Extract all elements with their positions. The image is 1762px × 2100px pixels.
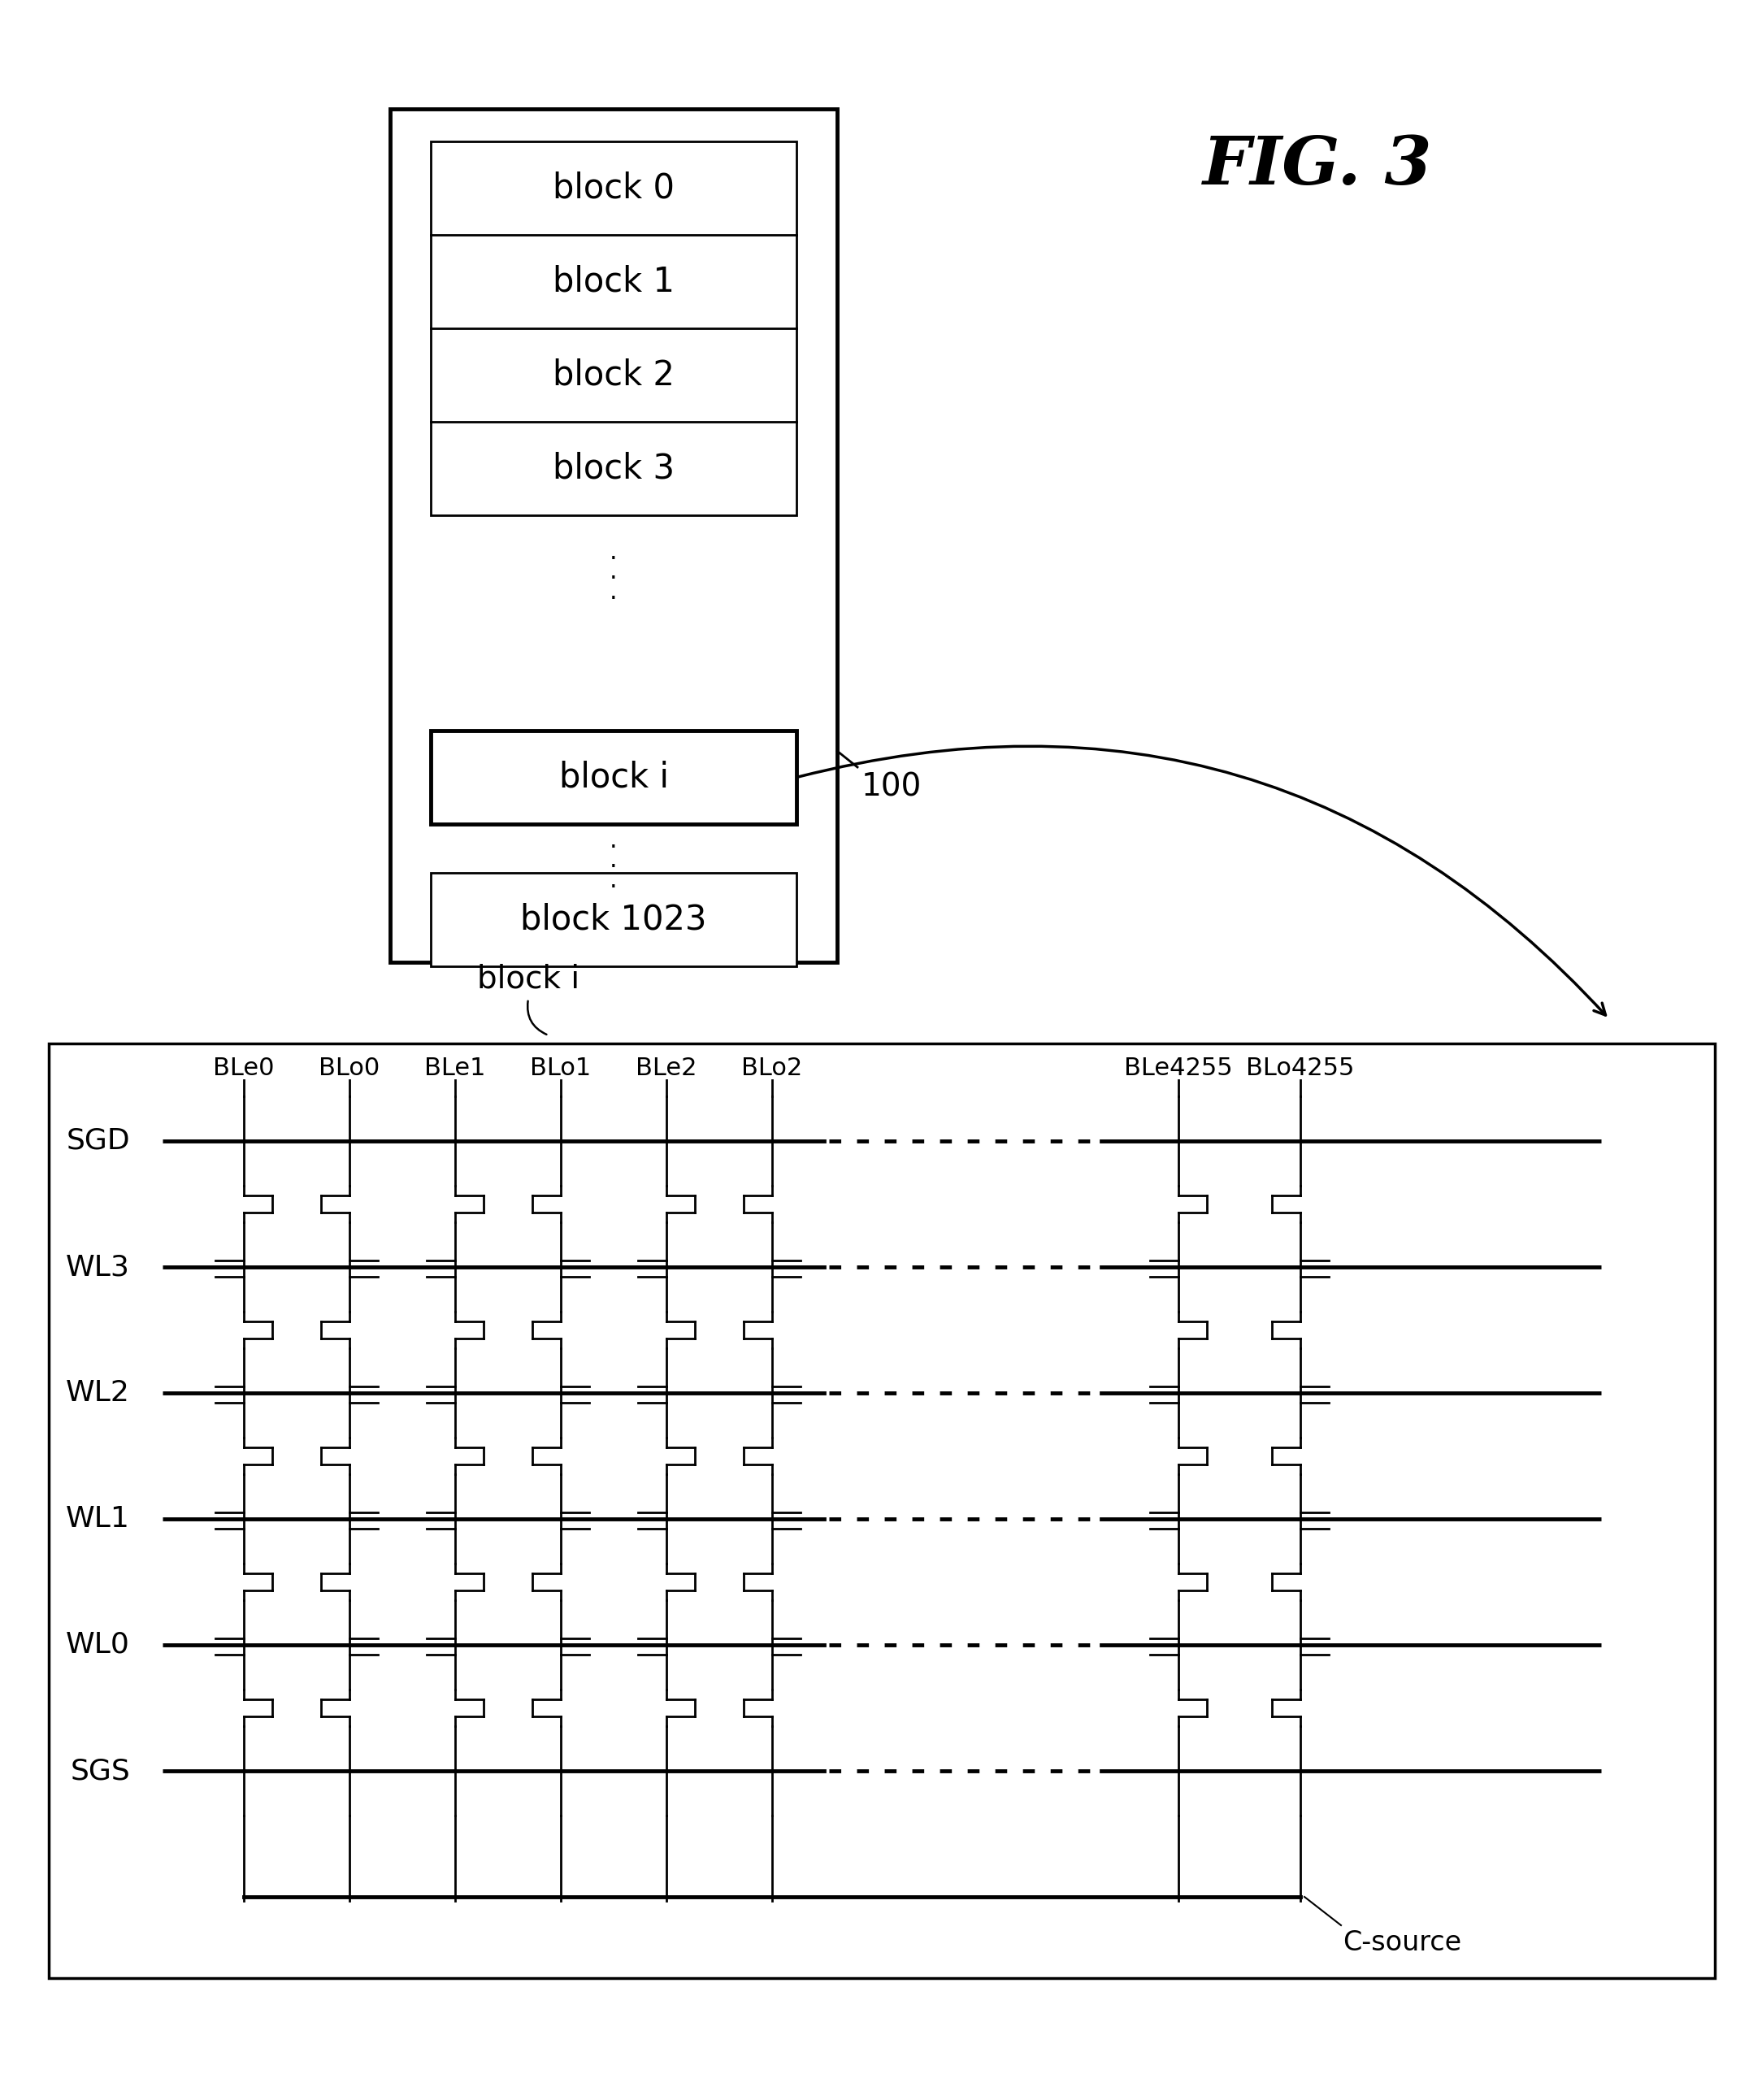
Text: block 2: block 2	[553, 357, 675, 393]
Text: WL0: WL0	[65, 1632, 130, 1659]
Text: BLe1: BLe1	[425, 1056, 486, 1079]
Text: BLo2: BLo2	[742, 1056, 803, 1079]
Text: block 1: block 1	[553, 265, 675, 298]
Bar	[389, 109, 837, 962]
Text: BLe0: BLe0	[213, 1056, 275, 1079]
Text: WL2: WL2	[65, 1380, 130, 1407]
Text: block 3: block 3	[553, 451, 675, 485]
Bar	[430, 874, 796, 966]
Text: ·
·
·: · · ·	[610, 548, 617, 611]
Text: WL3: WL3	[65, 1254, 130, 1281]
Text: BLe4255: BLe4255	[1124, 1056, 1233, 1079]
Text: 100: 100	[862, 771, 922, 802]
Bar	[49, 1044, 1714, 1978]
Text: block i: block i	[559, 760, 668, 794]
Bar	[430, 731, 796, 823]
FancyArrowPatch shape	[527, 1002, 546, 1035]
Text: block 1023: block 1023	[520, 903, 707, 937]
Text: SGS: SGS	[70, 1758, 130, 1785]
Text: C-source: C-source	[1343, 1930, 1461, 1957]
Text: WL1: WL1	[65, 1506, 130, 1533]
Text: BLo4255: BLo4255	[1246, 1056, 1355, 1079]
Text: ·
·
·: · · ·	[610, 836, 617, 899]
FancyArrowPatch shape	[798, 745, 1605, 1014]
Text: block 0: block 0	[553, 170, 675, 206]
Text: FIG. 3: FIG. 3	[1203, 132, 1433, 197]
Text: BLo1: BLo1	[530, 1056, 592, 1079]
Text: BLo0: BLo0	[319, 1056, 381, 1079]
Bar	[430, 141, 796, 514]
Text: SGD: SGD	[67, 1128, 130, 1155]
Text: BLe2: BLe2	[636, 1056, 698, 1079]
Text: block i: block i	[478, 964, 580, 995]
